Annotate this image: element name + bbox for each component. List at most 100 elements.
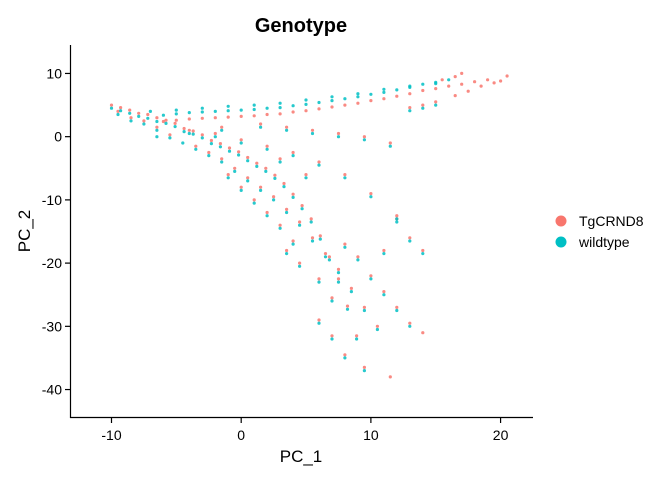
point-wildtype <box>369 195 373 199</box>
point-tgcrnd8 <box>252 114 256 118</box>
point-tgcrnd8 <box>227 146 232 150</box>
point-tgcrnd8 <box>388 375 392 379</box>
point-tgcrnd8 <box>304 109 308 113</box>
point-tgcrnd8 <box>291 110 295 114</box>
point-tgcrnd8 <box>173 121 177 125</box>
y-tick-label: -20 <box>42 255 62 271</box>
point-tgcrnd8 <box>285 125 289 129</box>
point-tgcrnd8 <box>327 255 331 259</box>
point-wildtype <box>285 128 289 132</box>
point-wildtype <box>336 135 341 139</box>
point-wildtype <box>213 109 217 113</box>
point-tgcrnd8 <box>168 133 172 137</box>
y-tick-label: -40 <box>42 382 62 398</box>
point-wildtype <box>239 108 243 112</box>
point-tgcrnd8 <box>259 122 263 126</box>
point-wildtype <box>345 307 350 311</box>
point-wildtype <box>116 112 120 117</box>
point-tgcrnd8 <box>164 118 168 122</box>
point-wildtype <box>362 138 366 142</box>
y-tick-label: 10 <box>46 65 62 81</box>
point-wildtype <box>291 195 295 199</box>
point-wildtype <box>298 264 302 268</box>
point-wildtype <box>327 258 331 262</box>
point-tgcrnd8 <box>310 128 315 132</box>
point-wildtype <box>336 280 341 284</box>
point-wildtype <box>310 239 315 243</box>
point-tgcrnd8 <box>155 116 159 120</box>
point-wildtype <box>246 179 250 183</box>
point-wildtype <box>255 164 259 168</box>
point-tgcrnd8 <box>434 87 438 91</box>
point-wildtype <box>220 160 224 164</box>
point-tgcrnd8 <box>453 75 457 79</box>
point-tgcrnd8 <box>434 100 438 104</box>
point-tgcrnd8 <box>298 220 302 224</box>
point-wildtype <box>362 369 366 373</box>
point-tgcrnd8 <box>318 234 322 238</box>
point-tgcrnd8 <box>174 118 178 122</box>
point-tgcrnd8 <box>369 274 373 278</box>
point-wildtype <box>304 98 308 102</box>
point-wildtype <box>298 223 302 227</box>
point-tgcrnd8 <box>239 114 243 118</box>
point-wildtype <box>317 321 321 325</box>
point-tgcrnd8 <box>252 198 256 202</box>
point-wildtype <box>142 122 146 126</box>
point-tgcrnd8 <box>343 103 347 107</box>
point-tgcrnd8 <box>291 239 295 243</box>
point-tgcrnd8 <box>355 334 359 338</box>
point-wildtype <box>408 109 412 113</box>
points-layer <box>109 71 509 379</box>
legend-marker-wildtype <box>555 236 567 248</box>
point-wildtype <box>434 103 438 107</box>
point-wildtype <box>252 107 256 112</box>
point-wildtype <box>362 308 366 313</box>
point-wildtype <box>330 99 334 103</box>
point-tgcrnd8 <box>291 192 295 196</box>
point-wildtype <box>349 290 353 294</box>
point-tgcrnd8 <box>309 217 313 221</box>
point-wildtype <box>239 141 243 145</box>
point-tgcrnd8 <box>408 321 412 325</box>
point-wildtype <box>265 214 269 218</box>
point-wildtype <box>278 106 282 110</box>
x-tick-label: 0 <box>237 427 245 443</box>
point-wildtype <box>330 95 334 99</box>
point-tgcrnd8 <box>382 248 386 253</box>
point-tgcrnd8 <box>369 99 373 103</box>
point-tgcrnd8 <box>233 166 237 170</box>
point-wildtype <box>200 106 204 110</box>
point-wildtype <box>174 108 178 112</box>
point-tgcrnd8 <box>421 88 425 93</box>
point-wildtype <box>168 136 172 140</box>
point-wildtype <box>148 109 152 113</box>
point-wildtype <box>146 116 150 120</box>
point-wildtype <box>323 255 328 259</box>
point-wildtype <box>237 153 241 157</box>
x-axis-ticks: -10 0 10 20 <box>101 418 509 443</box>
point-wildtype <box>227 149 232 153</box>
point-tgcrnd8 <box>375 324 379 328</box>
point-wildtype <box>291 154 295 158</box>
point-tgcrnd8 <box>129 116 133 120</box>
point-tgcrnd8 <box>447 84 451 88</box>
point-wildtype <box>207 154 211 158</box>
point-tgcrnd8 <box>408 236 412 240</box>
point-wildtype <box>291 104 295 108</box>
point-tgcrnd8 <box>343 353 347 357</box>
point-tgcrnd8 <box>349 286 353 290</box>
point-tgcrnd8 <box>486 78 490 82</box>
point-tgcrnd8 <box>356 101 360 105</box>
point-wildtype <box>239 188 243 192</box>
point-tgcrnd8 <box>388 141 392 145</box>
legend-label-wildtype: wildtype <box>578 234 630 250</box>
point-wildtype <box>395 220 399 224</box>
point-wildtype <box>200 110 204 114</box>
point-wildtype <box>356 92 360 96</box>
point-wildtype <box>220 128 224 132</box>
point-wildtype <box>310 131 315 136</box>
point-tgcrnd8 <box>237 150 241 154</box>
point-tgcrnd8 <box>492 81 496 85</box>
point-tgcrnd8 <box>213 116 217 120</box>
